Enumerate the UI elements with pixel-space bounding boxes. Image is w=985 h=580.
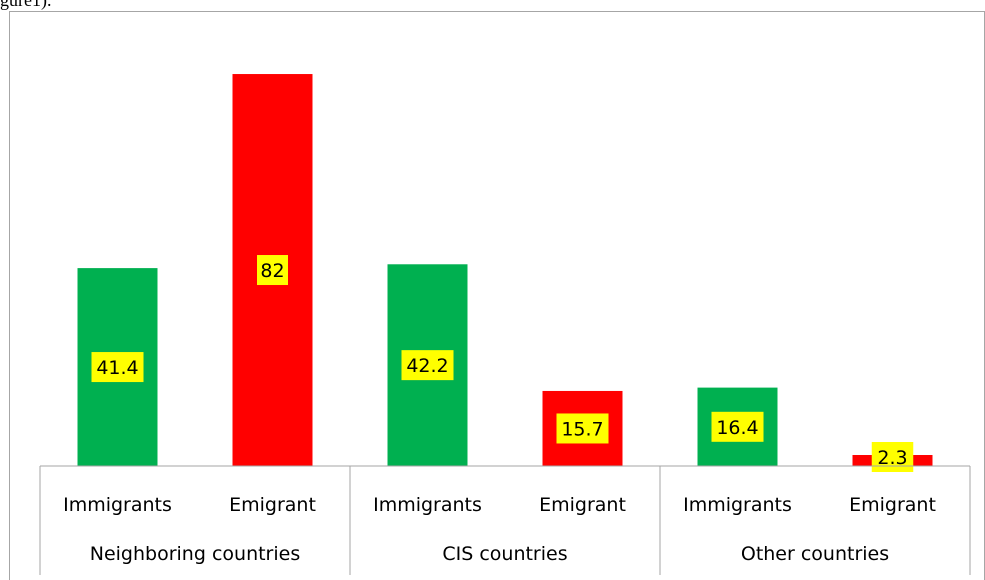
data-label-bg-other-countries-immigrants bbox=[711, 411, 764, 442]
data-label-bg-neighboring-countries-immigrants bbox=[91, 352, 144, 383]
data-label-cis-countries-immigrants: 42.2 bbox=[406, 355, 448, 377]
tick-label-cis-countries-immigrants: Immigrants bbox=[373, 494, 482, 516]
data-label-cis-countries-emigrant: 15.7 bbox=[561, 418, 603, 440]
data-label-bg-other-countries-emigrant bbox=[871, 442, 914, 472]
group-label-neighboring-countries: Neighboring countries bbox=[90, 543, 300, 565]
bars-layer: 41.4 82 42.2 15.7 16.4 2.3 bbox=[77, 74, 933, 472]
tick-label-other-countries-emigrant: Emigrant bbox=[849, 494, 936, 516]
data-label-neighboring-countries-immigrants: 41.4 bbox=[96, 357, 138, 379]
tick-label-neighboring-countries-immigrants: Immigrants bbox=[63, 494, 172, 516]
data-label-bg-cis-countries-immigrants bbox=[401, 350, 454, 381]
data-label-other-countries-immigrants: 16.4 bbox=[716, 417, 758, 439]
data-label-other-countries-emigrant: 2.3 bbox=[877, 447, 907, 469]
tick-label-neighboring-countries-emigrant: Emigrant bbox=[229, 494, 316, 516]
tick-label-cis-countries-emigrant: Emigrant bbox=[539, 494, 626, 516]
group-label-cis-countries: CIS countries bbox=[442, 543, 567, 565]
tick-label-other-countries-immigrants: Immigrants bbox=[683, 494, 792, 516]
group-label-other-countries: Other countries bbox=[741, 543, 889, 565]
data-label-bg-cis-countries-emigrant bbox=[556, 413, 609, 444]
caption-fragment: gure1). bbox=[0, 0, 52, 10]
axis-layer: Immigrants Emigrant Neighboring countries I… bbox=[39, 465, 971, 575]
data-label-bg-neighboring-countries-emigrant bbox=[257, 255, 288, 286]
data-label-neighboring-countries-emigrant: 82 bbox=[260, 260, 284, 282]
